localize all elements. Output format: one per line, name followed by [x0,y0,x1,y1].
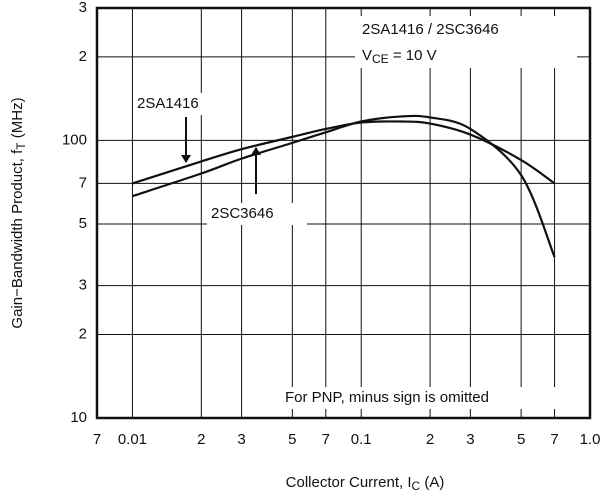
x-tick-label: 7 [93,431,101,448]
y-tick-label: 3 [79,277,87,294]
x-tick-label: 2 [426,431,434,448]
annotation: 2SA1416 / 2SC3646 [362,21,499,38]
annotation-bg [355,16,577,68]
y-tick-label: 5 [79,215,87,232]
y-tick-label: 7 [79,174,87,191]
x-tick-label: 0.01 [118,431,147,448]
series-label: 2SA1416 [137,95,199,112]
x-tick-label: 1.0 [580,431,601,448]
x-tick-label: 5 [517,431,525,448]
y-tick-label: 100 [62,131,87,148]
x-tick-label: 7 [550,431,558,448]
x-axis-label: Collector Current, IC (A) [286,474,445,493]
x-tick-label: 7 [322,431,330,448]
series-label: 2SC3646 [211,205,274,222]
series-line [132,120,556,185]
y-axis-label: Gain−Bandwidth Product, fT (MHz) [9,97,28,328]
annotation-bg [133,93,233,115]
x-tick-label: 3 [466,431,474,448]
annotation-bg [207,203,307,225]
x-tick-label: 5 [288,431,296,448]
annotation: For PNP, minus sign is omitted [285,389,489,406]
annotation-bg [281,387,581,409]
y-tick-label: 2 [79,325,87,342]
annotation: VCE = 10 V [362,47,437,66]
y-tick-label: 2 [79,48,87,65]
series-line [132,114,556,258]
x-tick-label: 0.1 [351,431,372,448]
y-tick-label: 3 [79,0,87,16]
y-tick-label: 10 [70,409,87,426]
x-tick-label: 3 [237,431,245,448]
x-tick-label: 2 [197,431,205,448]
plot-frame [95,6,592,420]
